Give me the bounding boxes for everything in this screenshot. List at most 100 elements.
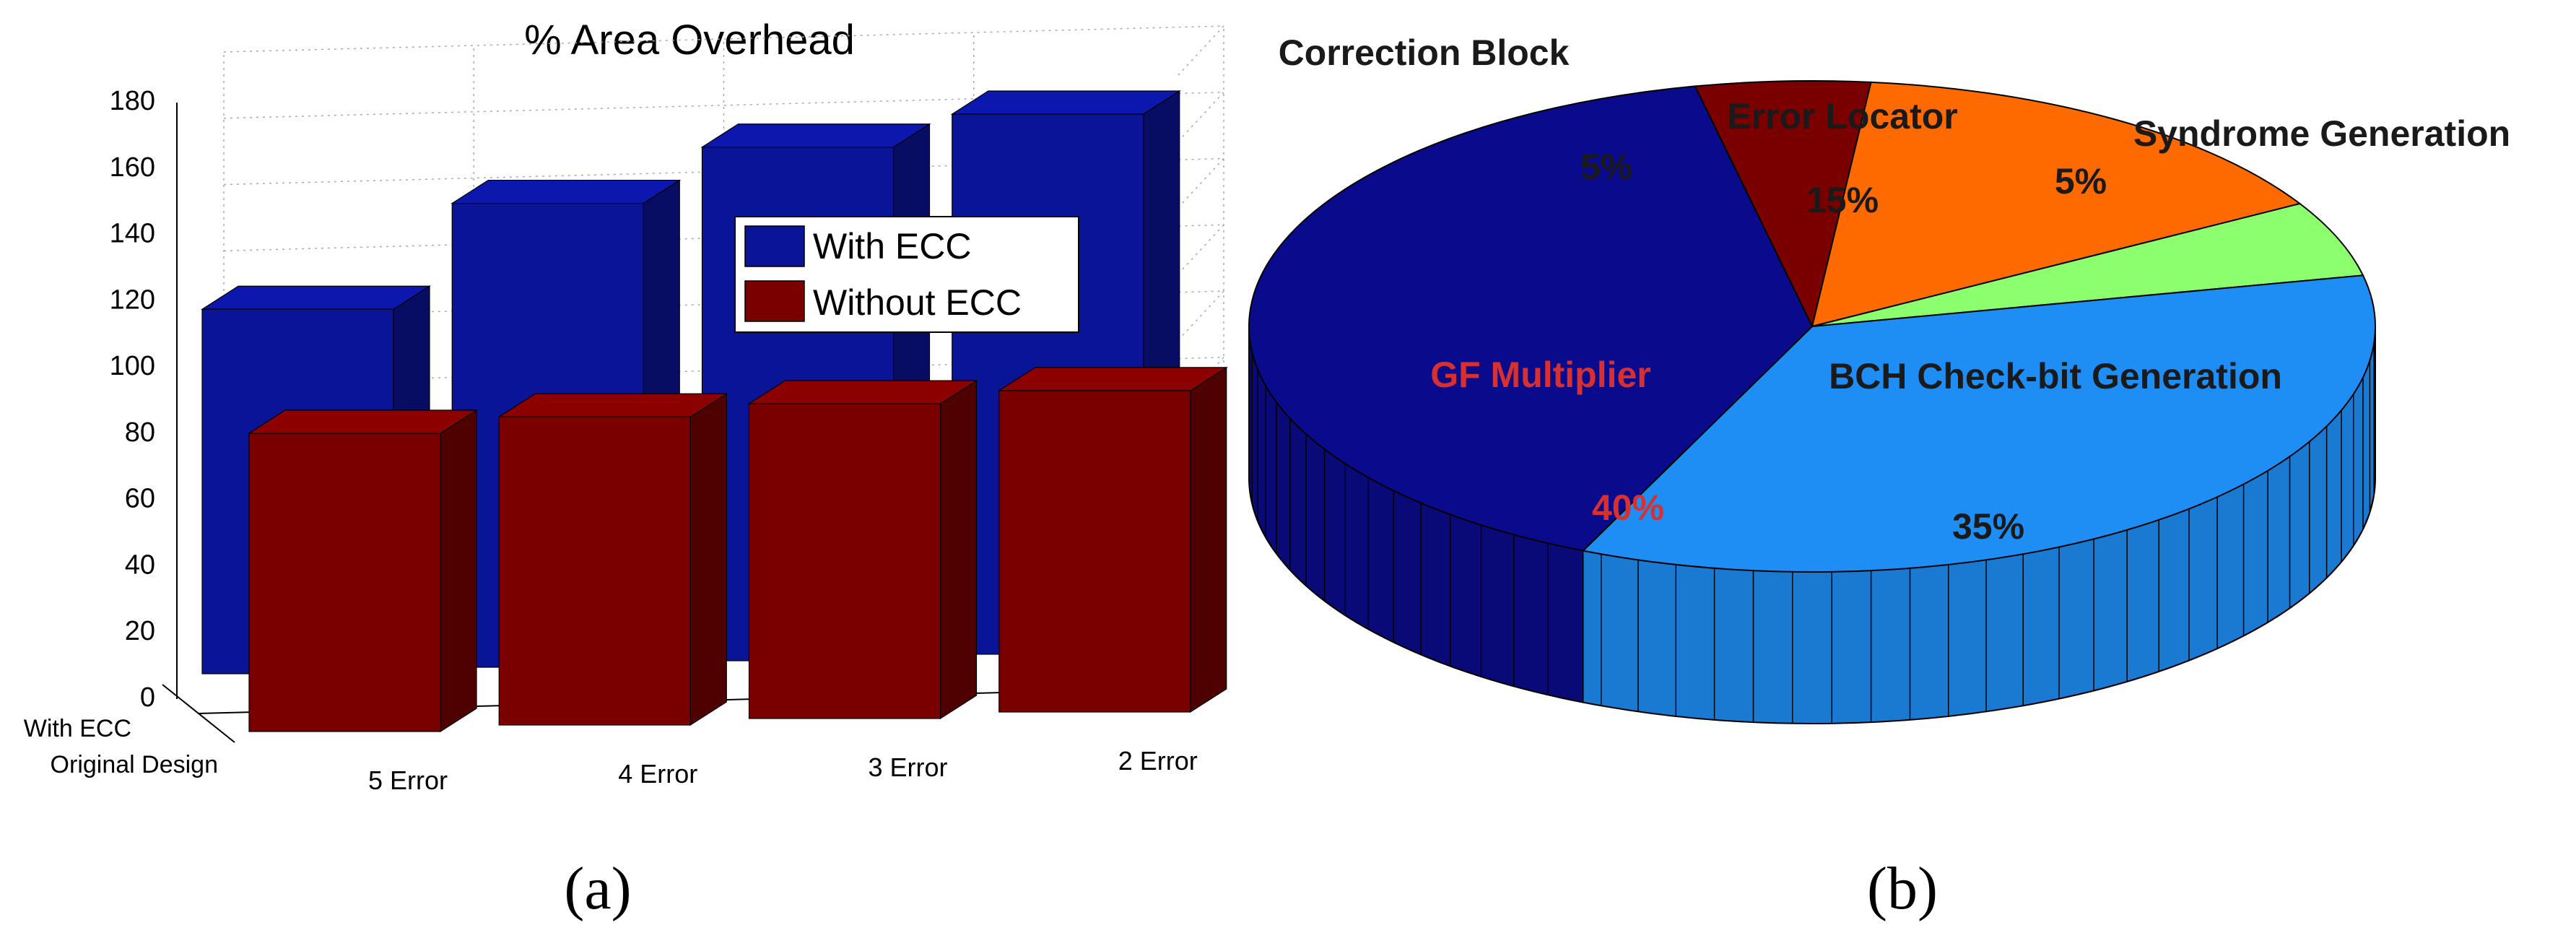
pie-slice [1248, 85, 1814, 552]
y-tick-label: 160 [110, 152, 155, 183]
caption-b: (b) [1867, 855, 1938, 922]
pie-slice [1694, 80, 1872, 329]
legend-label-without-ecc: Without ECC [813, 282, 1022, 323]
x-category-label: 2 Error [1118, 746, 1198, 776]
bar-top [997, 367, 1228, 391]
pie-wall-segment [1948, 559, 1987, 717]
y-tick-label: 0 [140, 682, 155, 713]
pie-wall-segment [1265, 383, 1277, 556]
pie-slice [1811, 81, 2302, 328]
pie-wall-segment [1480, 524, 1515, 687]
bar-front [748, 403, 941, 719]
pie-slice-label: GF Multiplier [1430, 355, 1651, 395]
gridline-side [1176, 92, 1224, 144]
pie-wall-segment [1393, 490, 1422, 656]
pie-wall-segment [2216, 483, 2245, 650]
bar-front [498, 416, 691, 726]
y-axis-ticks: 0 20 40 60 80 100 120 140 160 180 [110, 86, 155, 713]
floor-edge-left [162, 684, 235, 743]
pie-slice-label: BCH Check-bit Generation [1829, 356, 2282, 396]
pie-wall-segment [2309, 425, 2328, 595]
y-tick-label: 120 [110, 285, 155, 315]
pie-wall-segment [1251, 352, 1258, 521]
pie-slice [1811, 202, 2364, 327]
pie-slice-percent: 35% [1952, 506, 2024, 547]
pie-slice-label: Syndrome Generation [2133, 113, 2510, 154]
legend-swatch-with-ecc [744, 225, 805, 267]
pie-wall-segment [1752, 570, 1793, 724]
depth-label-original-design: Original Design [51, 751, 218, 778]
bar-chart-title: % Area Overhead [524, 17, 855, 64]
bar-top [950, 90, 1181, 115]
pie-wall-segment [2325, 409, 2342, 580]
pie-wall-segment [2362, 360, 2371, 529]
pie-wall-segment [1870, 568, 1911, 723]
pie-wall-segment [2093, 529, 2128, 692]
bar-chart-legend: With ECC Without ECC [734, 216, 1079, 333]
pie-wall-segment [1909, 564, 1949, 721]
y-tick-label: 60 [125, 484, 155, 514]
legend-label-with-ecc: With ECC [813, 226, 971, 266]
depth-label-with-ecc: With ECC [24, 715, 131, 742]
pie-wall-segment [1583, 550, 1602, 707]
pie-chart-b: Correction Block 5% Error Locator 15% Syndro… [1248, 32, 2511, 922]
pie-wall-segment [2369, 343, 2375, 513]
pie-wall-segment [2289, 441, 2310, 609]
legend-swatch-without-ecc [744, 280, 805, 322]
pie-wall-segment [1985, 553, 2024, 713]
pie-wall-segment [1248, 334, 1253, 504]
bar-top [747, 380, 978, 404]
pie-slice-percent: 5% [1580, 147, 1632, 187]
x-category-label: 5 Error [368, 765, 448, 795]
y-tick-label: 100 [110, 351, 155, 381]
pie-wall-segment [2242, 469, 2268, 637]
pie-wall-segment [1601, 553, 1639, 713]
pie-slice-percent: 15% [1806, 180, 1879, 220]
y-tick-label: 20 [125, 616, 155, 646]
pie-wall-outline [1248, 326, 2376, 724]
pie-wall-segment [1276, 401, 1291, 572]
x-category-label: 4 Error [618, 759, 697, 789]
y-tick-label: 80 [125, 417, 155, 448]
pie-wall-segment [2126, 518, 2159, 682]
bars [200, 90, 1228, 733]
pie-wall-segment [1305, 433, 1326, 602]
pie-wall-segment [2022, 546, 2060, 707]
pie-slices [1248, 80, 2377, 573]
pie-slice-label: Correction Block [1279, 32, 1570, 73]
pie-wall-segment [2158, 508, 2190, 672]
pie-wall-segment [1792, 571, 1832, 724]
gridline-side [1176, 158, 1224, 210]
bar-top [497, 393, 728, 417]
pie-side-walls [1248, 326, 2376, 724]
gridline [223, 25, 1224, 53]
pie-wall-segment [1420, 502, 1451, 667]
gridline-side [1176, 224, 1224, 276]
bar-chart-a: % Area Overhead 0 20 40 60 80 100 120 140 160 180… [24, 17, 1228, 922]
bar-side [689, 393, 727, 726]
pie-wall-segment [1831, 570, 1872, 724]
pie-slice-label: Error Locator [1727, 96, 1958, 136]
pie-wall-segment [1257, 368, 1266, 538]
pie-wall-segment [1344, 462, 1370, 630]
pie-wall-segment [1547, 542, 1584, 703]
y-tick-label: 40 [125, 550, 155, 580]
pie-wall-segment [1675, 564, 1715, 721]
pie-wall-segment [1289, 417, 1307, 587]
pie-wall-segment [2058, 538, 2094, 700]
bar-front [248, 433, 441, 732]
pie-wall-segment [2267, 455, 2291, 624]
pie-wall-segment [2188, 496, 2218, 661]
bar-top [247, 409, 479, 434]
pie-slice-percent: 5% [2055, 161, 2107, 201]
bar-front [998, 390, 1191, 713]
bar-side [1190, 366, 1227, 713]
x-category-label: 3 Error [868, 752, 947, 782]
pie-labels: Correction Block 5% Error Locator 15% Syndro… [1279, 32, 2511, 547]
pie-wall-segment [1367, 477, 1395, 643]
gridline-side [1176, 25, 1224, 77]
x-axis-categories: 5 Error 4 Error 3 Error 2 Error [368, 746, 1198, 795]
gridline-side [1176, 290, 1224, 342]
pie-slice-percent: 40% [1592, 487, 1664, 528]
y-tick-label: 140 [110, 219, 155, 249]
